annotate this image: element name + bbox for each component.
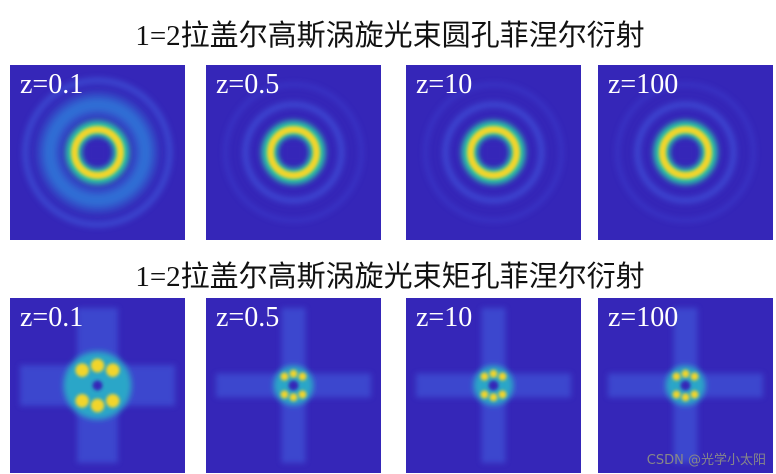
spot [75, 363, 89, 378]
ring-core [467, 126, 520, 179]
ripple [423, 82, 564, 223]
ripple [223, 82, 364, 223]
spot [672, 372, 681, 381]
spot [480, 390, 489, 399]
ripple [22, 77, 173, 228]
panel-label: z=0.5 [216, 69, 279, 100]
halo [40, 95, 155, 210]
spot [298, 372, 307, 381]
panel-label: z=0.5 [216, 302, 279, 333]
spot [280, 372, 289, 381]
ripple [634, 101, 737, 204]
spot [672, 390, 681, 399]
panel-label: z=100 [608, 69, 678, 100]
vortex-core [88, 143, 107, 162]
vortex-core [488, 380, 499, 391]
vortex-core [92, 380, 103, 391]
vortex-core [288, 380, 299, 391]
vortex-core [284, 143, 303, 162]
panel: z=0.1 [10, 298, 185, 473]
panel-label: z=0.1 [20, 302, 83, 333]
spot [90, 398, 105, 413]
vortex-core [676, 143, 695, 162]
panel-label: z=10 [416, 302, 472, 333]
spot [106, 394, 120, 408]
panel: z=10 [406, 298, 581, 473]
vortex-core [680, 380, 691, 391]
spot [298, 390, 307, 399]
vortex-core [484, 143, 503, 162]
spot [681, 369, 690, 378]
panel-label: z=10 [416, 69, 472, 100]
spot [489, 369, 498, 378]
panel: z=100 [598, 65, 773, 240]
panel: z=0.1 [10, 65, 185, 240]
spot [498, 390, 507, 399]
ripple [442, 101, 545, 204]
panel: z=0.5 [206, 298, 381, 473]
ripple [242, 101, 345, 204]
row-title: 1=2拉盖尔高斯涡旋光束矩孔菲涅尔衍射 [135, 260, 644, 293]
spot [289, 393, 298, 402]
ripple [615, 82, 756, 223]
spot [690, 372, 699, 381]
spot [280, 390, 289, 399]
ring-core [71, 126, 124, 179]
spot [489, 393, 498, 402]
panel: z=100 [598, 298, 773, 473]
spot [90, 358, 105, 373]
spot [106, 363, 120, 378]
watermark: CSDN @光学小太阳 [647, 452, 766, 468]
spot [75, 394, 89, 408]
row-title: 1=2拉盖尔高斯涡旋光束圆孔菲涅尔衍射 [135, 19, 644, 52]
spot [498, 372, 507, 381]
spot [681, 393, 690, 402]
panel-label: z=0.1 [20, 69, 83, 100]
spot [480, 372, 489, 381]
spot [289, 369, 298, 378]
spot [690, 390, 699, 399]
panel-label: z=100 [608, 302, 678, 333]
panel: z=0.5 [206, 65, 381, 240]
ring-core [659, 126, 712, 179]
panel: z=10 [406, 65, 581, 240]
ring-core [267, 126, 320, 179]
